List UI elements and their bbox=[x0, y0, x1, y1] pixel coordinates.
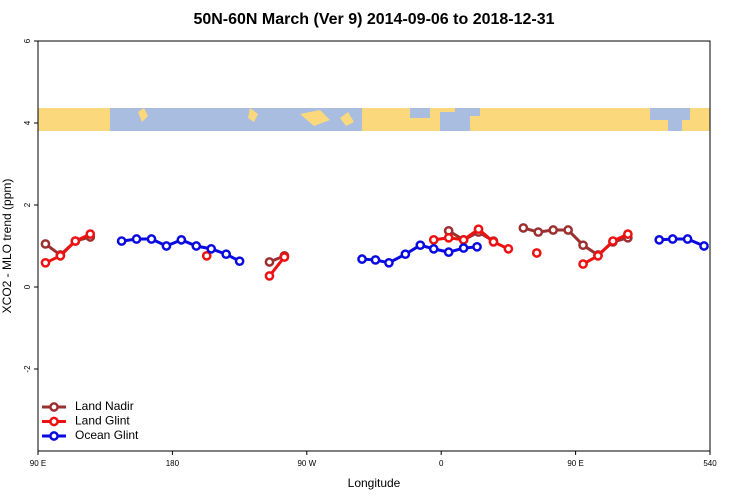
y-tick-label: 6 bbox=[23, 38, 32, 43]
data-point bbox=[563, 225, 573, 235]
data-point bbox=[473, 224, 484, 235]
data-point bbox=[654, 235, 665, 245]
data-point bbox=[264, 271, 275, 281]
data-point bbox=[682, 234, 693, 244]
data-point bbox=[176, 235, 187, 245]
data-point bbox=[131, 234, 142, 244]
data-point bbox=[531, 248, 542, 258]
data-point bbox=[578, 240, 588, 251]
y-tick-label: 4 bbox=[23, 120, 32, 125]
data-point bbox=[116, 236, 127, 246]
data-point bbox=[667, 234, 678, 244]
data-point bbox=[70, 236, 81, 246]
data-point bbox=[548, 225, 559, 235]
legend-label: Ocean Glint bbox=[75, 428, 139, 442]
y-tick-label: 0 bbox=[23, 284, 32, 289]
data-point bbox=[234, 256, 245, 267]
legend-label: Land Nadir bbox=[75, 399, 134, 413]
legend-marker bbox=[49, 402, 59, 412]
data-point bbox=[608, 236, 618, 246]
plot-frame bbox=[37, 40, 711, 452]
data-point bbox=[533, 227, 544, 237]
data-point bbox=[357, 254, 367, 264]
legend-marker bbox=[49, 416, 59, 427]
data-point bbox=[699, 241, 709, 251]
data-point bbox=[428, 244, 439, 254]
data-point bbox=[488, 237, 499, 247]
data-point bbox=[264, 257, 275, 267]
y-axis-label: XCO2 - MLO trend (ppm) bbox=[0, 179, 14, 314]
data-point bbox=[623, 229, 633, 239]
data-point bbox=[146, 234, 157, 244]
data-point bbox=[472, 241, 482, 252]
data-point bbox=[40, 239, 51, 249]
data-point bbox=[206, 244, 217, 254]
data-point bbox=[221, 249, 232, 260]
legend-marker bbox=[49, 431, 59, 441]
data-point bbox=[370, 255, 381, 265]
data-point bbox=[279, 252, 290, 262]
data-point bbox=[458, 243, 469, 253]
data-point bbox=[415, 240, 426, 251]
data-point bbox=[443, 232, 454, 243]
x-tick-label: 0 bbox=[439, 459, 444, 468]
data-point bbox=[161, 241, 172, 251]
chart-title: 50N-60N March (Ver 9) 2014-09-06 to 2018… bbox=[193, 11, 554, 28]
x-tick-label: 90 E bbox=[567, 459, 583, 468]
y-tick-label: -2 bbox=[23, 365, 32, 373]
map-band bbox=[38, 108, 710, 131]
data-point bbox=[578, 259, 588, 269]
x-tick-label: 90 W bbox=[297, 459, 316, 468]
data-point bbox=[458, 235, 469, 245]
data-point bbox=[443, 247, 454, 257]
series-line bbox=[44, 227, 629, 277]
y-tick-label: 2 bbox=[23, 202, 32, 207]
data-point bbox=[593, 250, 603, 261]
data-point bbox=[85, 229, 96, 239]
data-point bbox=[384, 257, 394, 268]
legend-label: Land Glint bbox=[75, 414, 130, 428]
data-point bbox=[428, 235, 439, 245]
x-tick-label: 90 E bbox=[30, 459, 46, 468]
data-point bbox=[518, 223, 529, 233]
x-axis-label: Longitude bbox=[348, 476, 401, 490]
data-point bbox=[40, 257, 51, 268]
data-point bbox=[55, 250, 66, 261]
data-point bbox=[400, 249, 411, 260]
x-tick-label: 540 bbox=[703, 459, 717, 468]
x-tick-label: 180 bbox=[166, 459, 180, 468]
data-point bbox=[191, 241, 202, 251]
data-point bbox=[201, 250, 212, 261]
data-point bbox=[503, 244, 514, 254]
